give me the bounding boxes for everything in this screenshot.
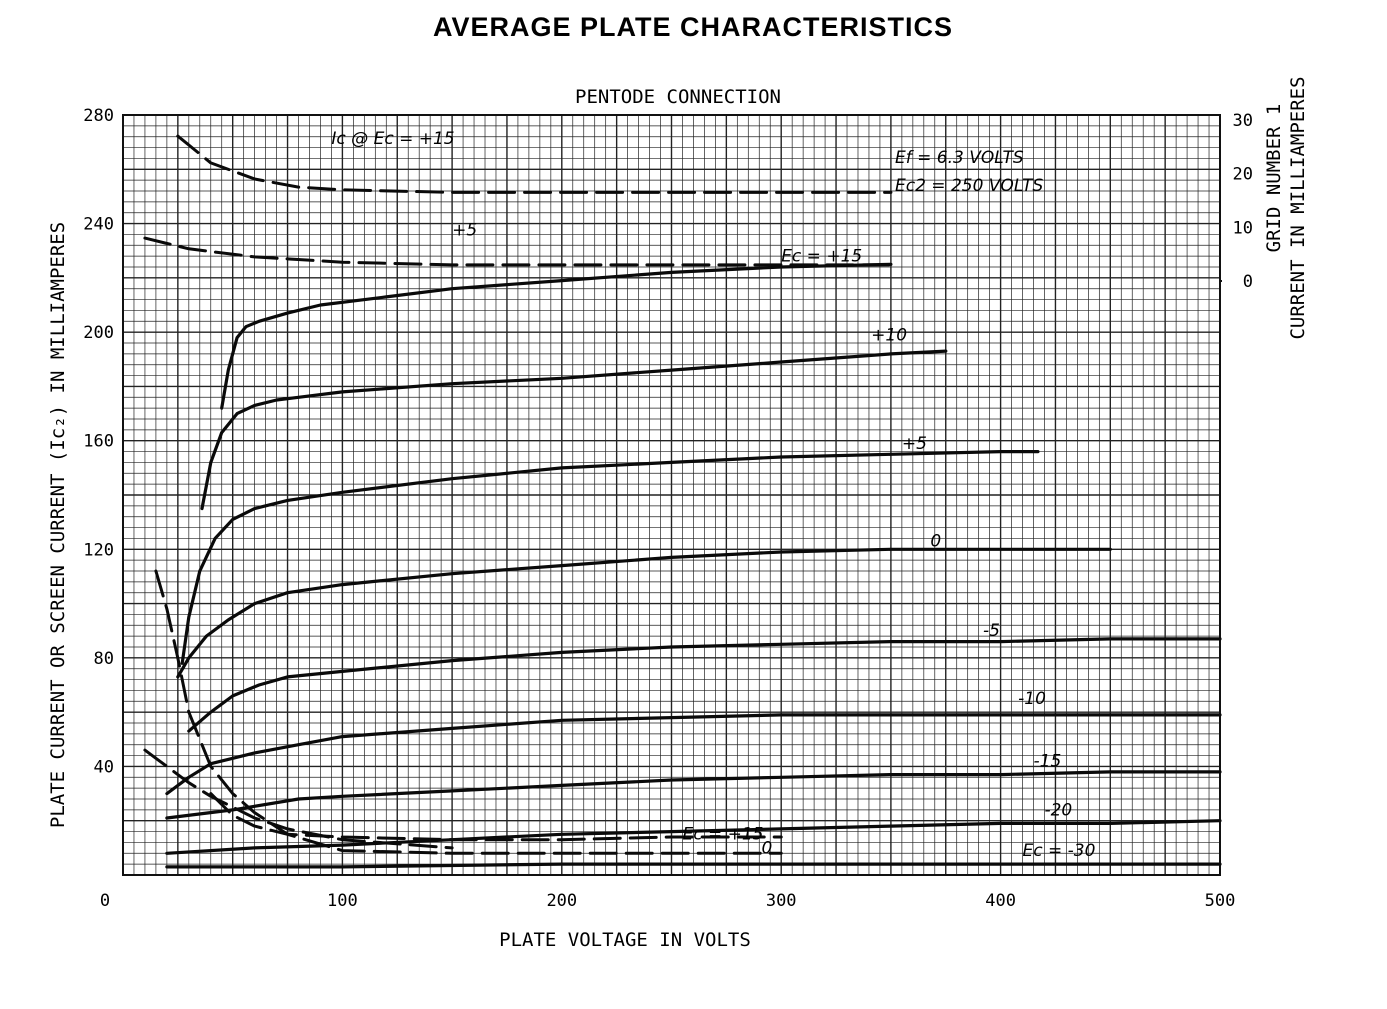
annotation-ec2: Ec2 = 250 VOLTS (895, 176, 1044, 196)
x-tick-label: 100 (327, 891, 358, 911)
series-line-12 (176, 134, 893, 194)
y-tick-label: 240 (83, 215, 114, 235)
y2-axis-label-line1: GRID NUMBER 1 (1263, 104, 1285, 253)
curve-label: -5 (983, 621, 1000, 641)
curve-label: +5 (902, 434, 927, 454)
y-tick-label: 160 (83, 432, 114, 452)
series-line-11 (143, 748, 454, 850)
y2-tick-label: 10 (1233, 218, 1253, 238)
y-tick-label: 80 (94, 649, 114, 669)
curve-label: -20 (1044, 800, 1072, 820)
curve-label: Ec = -30 (1023, 841, 1096, 861)
x-tick-label: 300 (766, 891, 797, 911)
x-tick-label: 400 (985, 891, 1016, 911)
series-line-0 (220, 262, 893, 410)
y-tick-label: 40 (94, 757, 114, 777)
curve-label: 0 (761, 838, 772, 858)
series-line-4 (187, 637, 1222, 733)
curve-labels-group: Ec = +15 +10 +5 0 -5 -10 -15 -20 Ec = -30 Ec = +1… (331, 129, 1095, 861)
series-line-13 (143, 236, 893, 267)
curve-label: +10 (871, 325, 907, 345)
y-tick-label: 280 (83, 106, 114, 126)
y2-axis-label-line2: CURRENT IN MILLIAMPERES (1287, 76, 1309, 339)
y2-tick-labels: 30 20 10 0 (1220, 111, 1253, 292)
grid (123, 115, 1220, 875)
curve-label: -10 (1018, 689, 1046, 709)
series-line-6 (165, 770, 1222, 820)
series-line-3 (176, 547, 1112, 679)
series-line-10 (154, 569, 783, 855)
y2-tick-label: 20 (1233, 165, 1253, 185)
y-tick-labels: 280 240 200 160 120 80 40 (83, 106, 114, 777)
series-line-8 (165, 862, 1222, 869)
series-line-2 (180, 450, 1040, 665)
series-line-9 (209, 792, 783, 842)
x-axis-label: PLATE VOLTAGE IN VOLTS (499, 929, 751, 951)
series-line-7 (165, 819, 1222, 855)
curve-label: 0 (930, 532, 941, 552)
y-tick-label: 200 (83, 323, 114, 343)
curve-label: -15 (1034, 751, 1062, 771)
curve-label: Ic @ Ec = +15 (331, 129, 454, 149)
curve-label: Ec = +15 (781, 247, 862, 267)
series-group (143, 134, 1222, 869)
curve-label: +5 (452, 220, 477, 240)
y2-tick-label: 30 (1233, 111, 1253, 131)
y2-tick-label: 0 (1243, 272, 1253, 292)
x-tick-label: 0 (100, 891, 110, 911)
y-tick-label: 120 (83, 540, 114, 560)
chart-title: AVERAGE PLATE CHARACTERISTICS (433, 12, 953, 42)
y-axis-label: PLATE CURRENT OR SCREEN CURRENT (Ic₂) IN… (47, 222, 69, 828)
series-line-1 (200, 349, 948, 511)
chart-subtitle: PENTODE CONNECTION (575, 86, 781, 108)
annotation-ef: Ef = 6.3 VOLTS (895, 148, 1024, 168)
curve-label: Ec = +15 (682, 825, 763, 845)
x-tick-label: 200 (546, 891, 577, 911)
x-tick-labels: 0 100 200 300 400 500 (100, 891, 1235, 911)
plot-frame (122, 114, 1221, 876)
series-line-5 (165, 713, 1222, 796)
x-tick-label: 500 (1205, 891, 1236, 911)
